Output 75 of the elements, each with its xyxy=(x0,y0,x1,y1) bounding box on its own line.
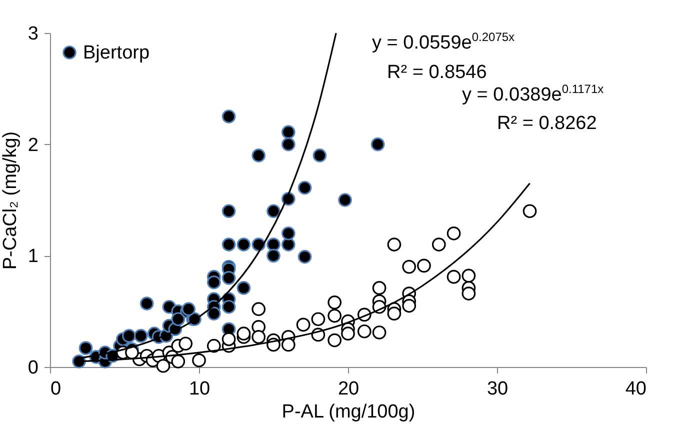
point xyxy=(134,328,148,343)
x-tick-label: 10 xyxy=(188,378,210,400)
point xyxy=(171,312,186,326)
point xyxy=(370,137,385,152)
x-tick-label: 0 xyxy=(50,378,62,400)
annotation: y = 0.0389e$^{0.1171x}$ xyxy=(462,82,604,106)
point xyxy=(222,110,236,124)
point xyxy=(72,354,86,368)
point xyxy=(341,326,355,341)
point xyxy=(252,302,266,316)
x-axis-title: P-AL (mg/100g) xyxy=(282,402,416,422)
point xyxy=(387,306,402,320)
x-tick-label: 20 xyxy=(338,378,360,400)
point xyxy=(122,328,136,343)
point xyxy=(78,341,93,355)
point xyxy=(387,238,402,252)
annotation: R² = 0.8262 xyxy=(497,113,597,135)
point xyxy=(417,258,431,273)
point xyxy=(432,238,446,252)
point xyxy=(156,358,170,373)
point xyxy=(140,296,154,310)
y-tick-label: 3 xyxy=(28,24,38,44)
point xyxy=(266,238,280,252)
point xyxy=(266,248,280,263)
point xyxy=(222,204,236,218)
point xyxy=(252,148,266,162)
annotation: y = 0.0559e$^{0.2075x}$ xyxy=(372,30,515,54)
point xyxy=(236,281,251,295)
x-tick-label: 40 xyxy=(625,378,646,400)
y-axis-title: P-CaCl₂ (mg/kg) xyxy=(0,131,21,270)
point xyxy=(281,125,296,139)
point xyxy=(281,338,296,352)
point xyxy=(171,354,186,368)
point xyxy=(298,180,312,195)
point xyxy=(462,268,476,283)
point xyxy=(281,238,296,252)
y-tick-label: 2 xyxy=(28,134,38,156)
point xyxy=(296,318,310,332)
point xyxy=(402,298,416,313)
point xyxy=(522,204,537,218)
point xyxy=(222,332,236,346)
point xyxy=(192,353,206,368)
point xyxy=(252,330,266,344)
point xyxy=(252,238,266,252)
point xyxy=(206,275,221,290)
point xyxy=(311,312,326,326)
point xyxy=(298,250,312,264)
point xyxy=(266,204,280,218)
point xyxy=(206,338,221,353)
point xyxy=(312,148,327,162)
point xyxy=(338,193,352,207)
point xyxy=(178,336,193,351)
point xyxy=(222,300,236,314)
point xyxy=(206,306,221,320)
point xyxy=(357,324,372,338)
point xyxy=(222,271,236,285)
point xyxy=(446,270,461,284)
point xyxy=(328,308,342,323)
annotation: R² = 0.8546 xyxy=(387,62,487,84)
point xyxy=(281,226,296,240)
point xyxy=(446,226,461,240)
point xyxy=(462,286,476,300)
point xyxy=(402,260,416,274)
point xyxy=(328,333,342,348)
y-tick-label: 1 xyxy=(28,246,38,268)
point xyxy=(372,326,386,340)
point xyxy=(328,296,342,310)
legend-label: Bjertorp xyxy=(83,42,150,64)
point xyxy=(372,281,386,295)
point xyxy=(222,238,236,252)
point xyxy=(236,326,251,341)
y-tick-label: 0 xyxy=(28,358,38,378)
point xyxy=(281,137,296,152)
x-tick-label: 30 xyxy=(486,378,508,400)
point xyxy=(236,238,251,252)
